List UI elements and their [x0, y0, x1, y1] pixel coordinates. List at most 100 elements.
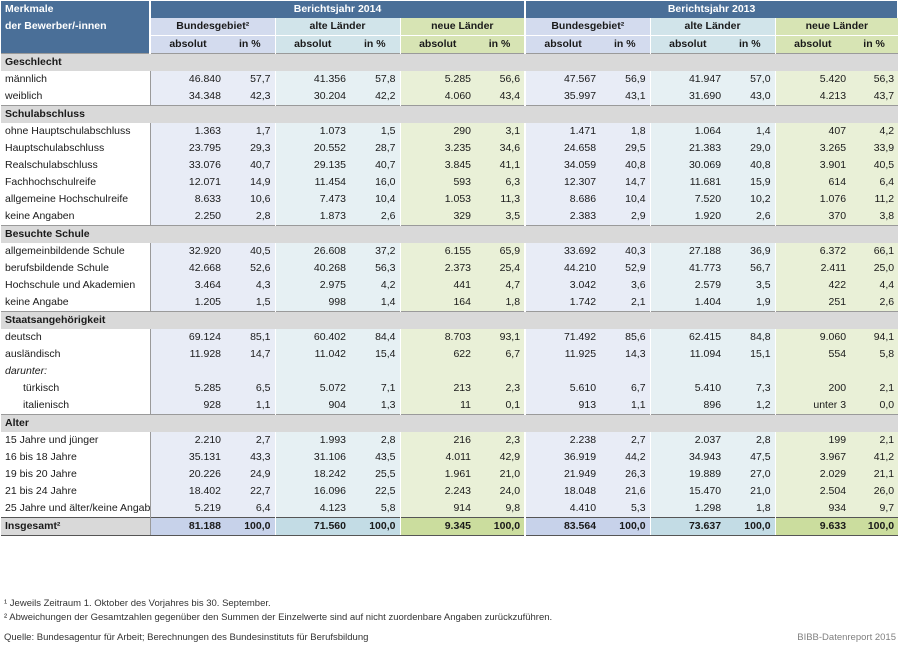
value-cell: 20.552	[274, 140, 350, 157]
value-cell: 40,8	[600, 157, 651, 174]
value-cell: 913	[524, 397, 601, 415]
value-cell: 3.464	[150, 277, 225, 294]
value-cell: 7.520	[649, 191, 726, 208]
value-cell: 66,1	[850, 243, 899, 260]
row-label: ohne Hauptschulabschluss	[1, 123, 151, 140]
value-cell: 1,1	[600, 397, 651, 415]
row-label: darunter:	[1, 363, 151, 380]
value-cell: 2,6	[850, 294, 899, 312]
section-title: Staatsangehörigkeit	[1, 311, 899, 329]
value-cell: 6,5	[225, 380, 275, 397]
table-row: Hauptschulabschluss 23.795 29,3 20.552 28,7 3…	[1, 140, 899, 157]
value-cell: 21,0	[725, 483, 776, 500]
value-cell: 56,9	[600, 71, 651, 88]
sub-header-cell: in %	[725, 35, 776, 54]
value-cell: 18.402	[150, 483, 225, 500]
value-cell	[600, 363, 651, 380]
value-cell: 1,8	[600, 123, 651, 140]
value-cell: 11	[399, 397, 475, 415]
sub-header-cell: in %	[350, 35, 400, 54]
value-cell	[475, 363, 526, 380]
total-row: Insgesamt² 81.188 100,0 71.560 100,0 9.345 100…	[1, 517, 899, 536]
section-header-row: Schulabschluss	[1, 105, 899, 123]
value-cell: 21.383	[649, 140, 726, 157]
value-cell: 1.064	[649, 123, 726, 140]
value-cell: 14,7	[225, 346, 275, 363]
value-cell: 4,2	[850, 123, 899, 140]
year-header-2014: Berichtsjahr 2014	[150, 1, 527, 18]
value-cell: 4.410	[524, 500, 601, 518]
row-label: männlich	[1, 71, 151, 88]
value-cell: 4,4	[850, 277, 899, 294]
value-cell: 24,0	[475, 483, 526, 500]
value-cell: 200	[774, 380, 851, 397]
row-label-header: Merkmale der Bewerber/-innen	[1, 1, 151, 54]
table-body: Geschlecht männlich 46.840 57,7 41.356 57,8 5.…	[1, 53, 899, 536]
total-value-cell: 100,0	[600, 517, 651, 536]
value-cell: 6,4	[850, 174, 899, 191]
value-cell: 35.997	[524, 88, 601, 106]
value-cell: 8.703	[399, 329, 475, 346]
row-label: Hauptschulabschluss	[1, 140, 151, 157]
value-cell: 2.029	[774, 466, 851, 483]
sub-header-cell: absolut	[649, 35, 726, 54]
value-cell: 4.060	[399, 88, 475, 106]
value-cell: 30.069	[649, 157, 726, 174]
section-header-row: Alter	[1, 414, 899, 432]
value-cell: 27,0	[725, 466, 776, 483]
value-cell: 0,0	[850, 397, 899, 415]
table-row: 15 Jahre und jünger 2.210 2,7 1.993 2,8 216 2,…	[1, 432, 899, 449]
value-cell: 1,3	[350, 397, 400, 415]
value-cell: 42,2	[350, 88, 400, 106]
value-cell: 2.037	[649, 432, 726, 449]
value-cell: 57,7	[225, 71, 275, 88]
value-cell: 6.372	[774, 243, 851, 260]
group-header: Bundesgebiet²	[524, 18, 651, 36]
total-value-cell: 100,0	[850, 517, 899, 536]
sub-header-cell: in %	[600, 35, 651, 54]
value-cell: 2,8	[225, 208, 275, 226]
value-cell: 30.204	[274, 88, 350, 106]
value-cell: 1.993	[274, 432, 350, 449]
value-cell: 593	[399, 174, 475, 191]
value-cell: 904	[274, 397, 350, 415]
value-cell: 69.124	[150, 329, 225, 346]
value-cell: 2,1	[600, 294, 651, 312]
value-cell: 2,8	[725, 432, 776, 449]
value-cell: 41.947	[649, 71, 726, 88]
total-value-cell: 81.188	[150, 517, 225, 536]
sub-header-row: absolut in % absolut in % absolut in % absolut…	[1, 35, 899, 54]
total-value-cell: 9.345	[399, 517, 475, 536]
section-header-row: Besuchte Schule	[1, 225, 899, 243]
value-cell: 14,3	[600, 346, 651, 363]
value-cell: 44,2	[600, 449, 651, 466]
value-cell: 5,8	[850, 346, 899, 363]
value-cell: 7,1	[350, 380, 400, 397]
value-cell: 5,3	[600, 500, 651, 518]
value-cell: 2.238	[524, 432, 601, 449]
value-cell: 1.205	[150, 294, 225, 312]
value-cell: 5.285	[150, 380, 225, 397]
value-cell: 3,5	[475, 208, 526, 226]
sub-header-cell: absolut	[274, 35, 350, 54]
section-title: Schulabschluss	[1, 105, 899, 123]
value-cell: 31.106	[274, 449, 350, 466]
value-cell: 60.402	[274, 329, 350, 346]
report-brand: BIBB-Datenreport 2015	[797, 632, 896, 643]
value-cell: 407	[774, 123, 851, 140]
value-cell: 94,1	[850, 329, 899, 346]
value-cell: 2,3	[475, 380, 526, 397]
value-cell: 19.889	[649, 466, 726, 483]
value-cell: 2,8	[350, 432, 400, 449]
value-cell: 40,5	[850, 157, 899, 174]
table-row: 19 bis 20 Jahre 20.226 24,9 18.242 25,5 1.961…	[1, 466, 899, 483]
value-cell: 41,1	[475, 157, 526, 174]
value-cell: 57,0	[725, 71, 776, 88]
value-cell: 85,6	[600, 329, 651, 346]
value-cell: 2,3	[475, 432, 526, 449]
group-header: alte Länder	[274, 18, 400, 36]
value-cell	[649, 363, 726, 380]
value-cell: 5.072	[274, 380, 350, 397]
value-cell: 65,9	[475, 243, 526, 260]
